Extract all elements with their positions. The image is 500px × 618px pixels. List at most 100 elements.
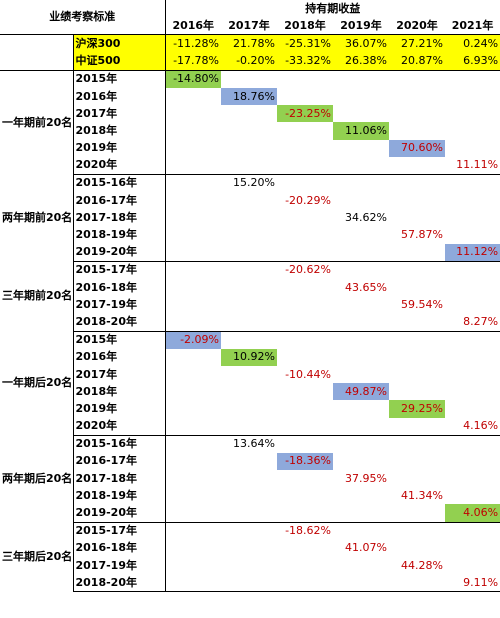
table-row: 2016-18年 43.65% xyxy=(0,279,500,297)
return-cell: -20.29% xyxy=(285,193,331,207)
empty-cell xyxy=(333,331,389,349)
period-label: 2015年 xyxy=(73,331,166,349)
empty-cell xyxy=(445,383,500,400)
empty-cell xyxy=(445,522,500,540)
return-cell: 29.25% xyxy=(389,400,445,418)
empty-cell xyxy=(333,243,389,262)
empty-cell xyxy=(333,192,389,209)
return-cell: 57.87% xyxy=(401,228,443,242)
year-header: 2020年 xyxy=(389,17,445,36)
return-cell: 4.06% xyxy=(445,504,500,523)
empty-cell xyxy=(165,296,221,313)
table-row: 2019-20年 11.12% xyxy=(0,243,500,262)
empty-cell xyxy=(165,453,221,470)
table-body: 沪深300 -11.28% 21.78% -25.31% 36.07% 27.21% 0.2… xyxy=(0,34,500,593)
empty-cell xyxy=(277,574,333,593)
empty-cell xyxy=(445,366,500,383)
empty-cell xyxy=(165,140,221,157)
group-label: 一年期前20名 xyxy=(0,70,74,175)
empty-cell xyxy=(389,435,445,453)
empty-cell xyxy=(165,192,221,209)
empty-cell xyxy=(277,243,333,262)
return-cell: 9.11% xyxy=(445,574,500,593)
period-label: 2017-19年 xyxy=(73,296,166,314)
empty-cell xyxy=(333,156,389,175)
empty-cell xyxy=(165,349,221,366)
empty-cell xyxy=(165,470,221,487)
year-header: 2019年 xyxy=(333,17,389,36)
return-cell: 70.60% xyxy=(389,139,445,157)
table-row: 2018-19年 57.87% xyxy=(0,226,500,244)
empty-cell xyxy=(221,192,277,209)
year-header: 2016年 xyxy=(165,17,221,36)
empty-cell xyxy=(165,435,221,453)
table-row: 2017年 -23.25% xyxy=(0,105,500,123)
table-row: 两年期前20名 2015-16年 15.20% xyxy=(0,174,500,262)
empty-cell xyxy=(221,331,277,349)
empty-cell xyxy=(165,504,221,523)
return-cell: 10.92% xyxy=(221,348,277,366)
return-cell: 11.11% xyxy=(445,156,500,175)
empty-cell xyxy=(389,540,445,557)
empty-cell xyxy=(333,417,389,436)
period-label: 2016-17年 xyxy=(73,452,166,471)
benchmark-value: -17.78% xyxy=(165,52,221,71)
empty-cell xyxy=(389,453,445,470)
empty-cell xyxy=(389,279,445,296)
empty-cell xyxy=(445,296,500,313)
empty-cell xyxy=(221,140,277,157)
return-cell: -10.44% xyxy=(285,367,331,381)
group-label: 两年期前20名 xyxy=(0,174,74,262)
empty-cell xyxy=(277,296,333,313)
period-label: 2015年 xyxy=(73,70,166,88)
empty-cell xyxy=(389,366,445,383)
table-row: 2016-17年 -18.36% xyxy=(0,452,500,471)
empty-cell xyxy=(221,226,277,243)
period-label: 2019年 xyxy=(73,400,166,418)
empty-cell xyxy=(333,435,389,453)
return-cell: -18.36% xyxy=(277,452,333,471)
period-label: 2018-20年 xyxy=(73,313,166,332)
empty-cell xyxy=(277,122,333,139)
empty-cell xyxy=(165,574,221,593)
empty-cell xyxy=(221,70,277,88)
empty-cell xyxy=(277,349,333,366)
period-label: 2017-18年 xyxy=(73,209,166,227)
table-row: 2016年 18.76% xyxy=(0,87,500,106)
empty-cell xyxy=(445,122,500,139)
empty-cell xyxy=(333,105,389,122)
return-cell: 11.12% xyxy=(445,243,500,262)
table-row: 2019年 29.25% xyxy=(0,400,500,418)
benchmark-value: -11.28% xyxy=(165,34,221,53)
period-label: 2019年 xyxy=(73,139,166,157)
empty-cell xyxy=(445,400,500,417)
period-label: 2017-18年 xyxy=(73,470,166,488)
table-row: 2020年 4.16% xyxy=(0,417,500,436)
empty-cell xyxy=(333,366,389,383)
empty-cell xyxy=(333,140,389,157)
group-label: 两年期后20名 xyxy=(0,435,74,523)
table-row: 三年期后20名 2015-17年 -18.62% xyxy=(0,522,500,592)
return-cell: 37.95% xyxy=(345,471,387,485)
empty-cell xyxy=(277,504,333,523)
empty-cell xyxy=(277,487,333,504)
empty-cell xyxy=(277,540,333,557)
empty-cell xyxy=(221,279,277,296)
empty-cell xyxy=(389,88,445,105)
table-row: 三年期前20名 2015-17年 -20.62% xyxy=(0,261,500,332)
table-row: 2017-18年 34.62% xyxy=(0,209,500,227)
table-row: 2016-18年 41.07% xyxy=(0,539,500,557)
empty-cell xyxy=(333,453,389,470)
table-row: 一年期后20名 2015年 -2.09% xyxy=(0,331,500,436)
return-cell: 8.27% xyxy=(445,313,500,332)
empty-cell xyxy=(333,400,389,417)
empty-cell xyxy=(221,313,277,332)
empty-cell xyxy=(221,417,277,436)
benchmark-row: 沪深300 -11.28% 21.78% -25.31% 36.07% 27.21% 0.2… xyxy=(0,34,500,71)
empty-cell xyxy=(389,574,445,593)
table-row: 2018-19年 41.34% xyxy=(0,487,500,505)
empty-cell xyxy=(221,366,277,383)
return-cell: -18.62% xyxy=(285,524,331,538)
empty-cell xyxy=(445,470,500,487)
return-cell: 41.07% xyxy=(345,541,387,555)
